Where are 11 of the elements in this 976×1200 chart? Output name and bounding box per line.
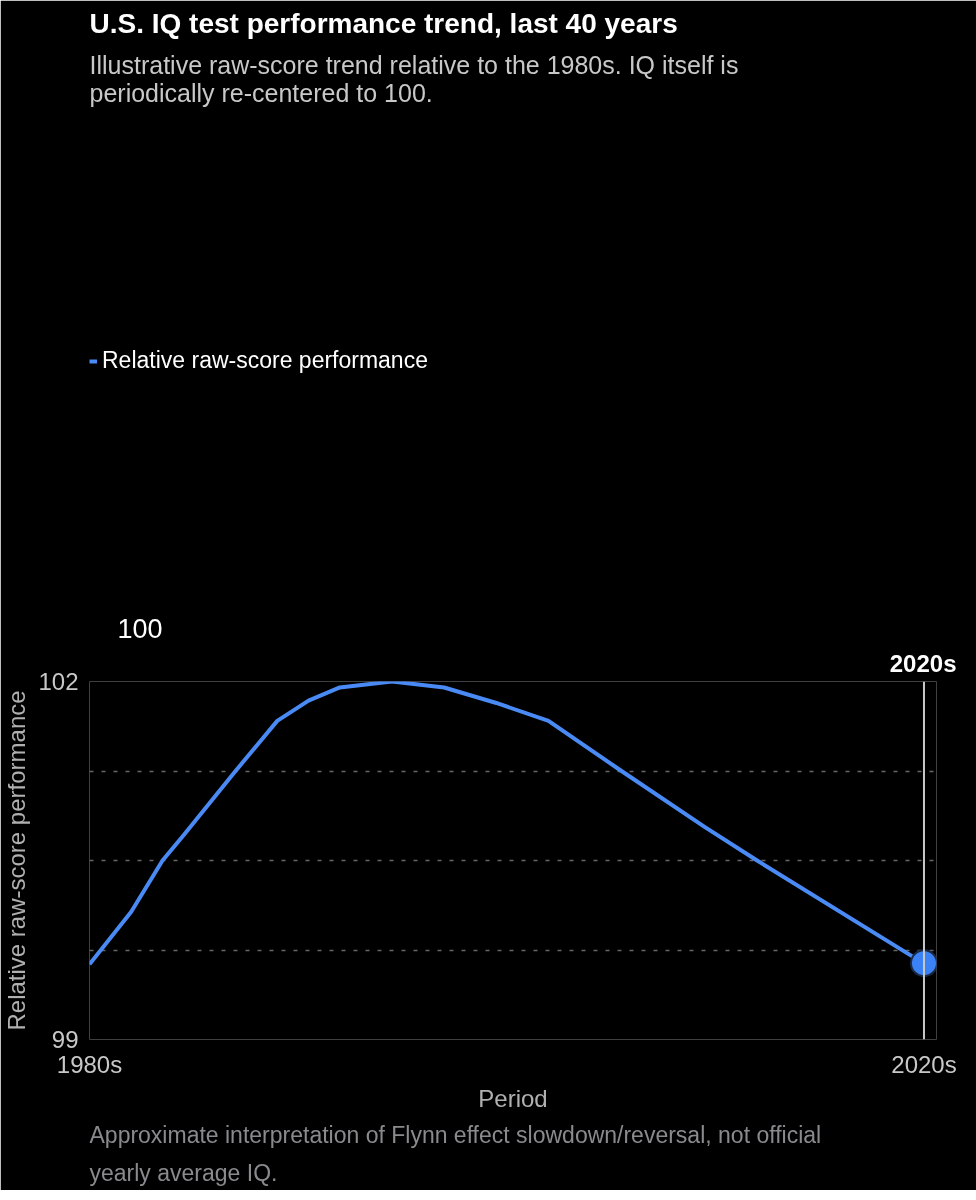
y-tick-label: 102 bbox=[38, 668, 79, 695]
text: Approximate interpretation of Flynn effect slowdown/reversal, not official yearly average IQ. bbox=[89, 1121, 822, 1186]
y-axis-title: Relative raw-score performance bbox=[3, 690, 31, 1031]
x-axis-title: Period bbox=[478, 1084, 548, 1112]
chart-title: U.S. IQ test performance trend, last 40 years bbox=[89, 7, 678, 39]
text: 100 bbox=[117, 613, 163, 644]
chart-subtitle: Illustrative raw-score trend relative to the 1980s. IQ itself is periodically re-centered to 100. bbox=[89, 50, 739, 107]
legend-label: Relative raw-score performance bbox=[102, 347, 428, 375]
y-tick-label: 99 bbox=[51, 1026, 79, 1053]
ref-line-label: 2020s bbox=[889, 649, 957, 677]
x-tick-label: 1980s bbox=[56, 1050, 123, 1078]
